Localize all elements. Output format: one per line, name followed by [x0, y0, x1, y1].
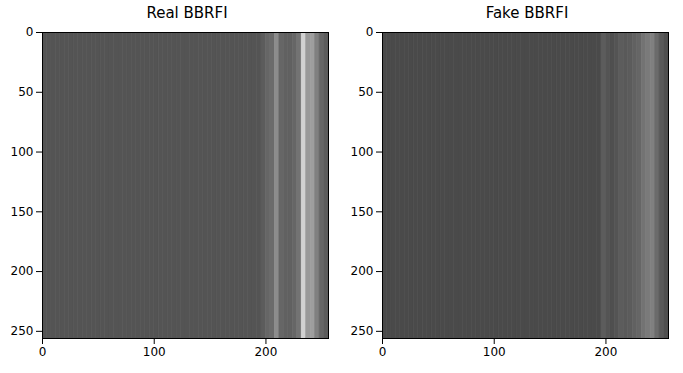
svg-text:200: 200 — [351, 264, 374, 278]
svg-text:200: 200 — [594, 345, 617, 359]
svg-text:150: 150 — [351, 205, 374, 219]
svg-text:100: 100 — [143, 345, 166, 359]
html-text:Real BBRFI: Real BBRFI — [146, 4, 228, 22]
svg-text:250: 250 — [11, 324, 34, 338]
svg-text:0: 0 — [26, 25, 34, 39]
svg-text:200: 200 — [11, 264, 34, 278]
svg-text:50: 50 — [358, 85, 373, 99]
svg-text:0: 0 — [39, 345, 47, 359]
svg-text:0: 0 — [379, 345, 387, 359]
svg-text:200: 200 — [254, 345, 277, 359]
html-text:Fake BBRFI: Fake BBRFI — [485, 4, 569, 22]
svg-text:100: 100 — [11, 145, 34, 159]
svg-text:100: 100 — [483, 345, 506, 359]
svg-text:0: 0 — [366, 25, 374, 39]
svg-text:100: 100 — [351, 145, 374, 159]
svg-text:50: 50 — [18, 85, 33, 99]
svg-text:150: 150 — [11, 205, 34, 219]
svg-text:250: 250 — [351, 324, 374, 338]
